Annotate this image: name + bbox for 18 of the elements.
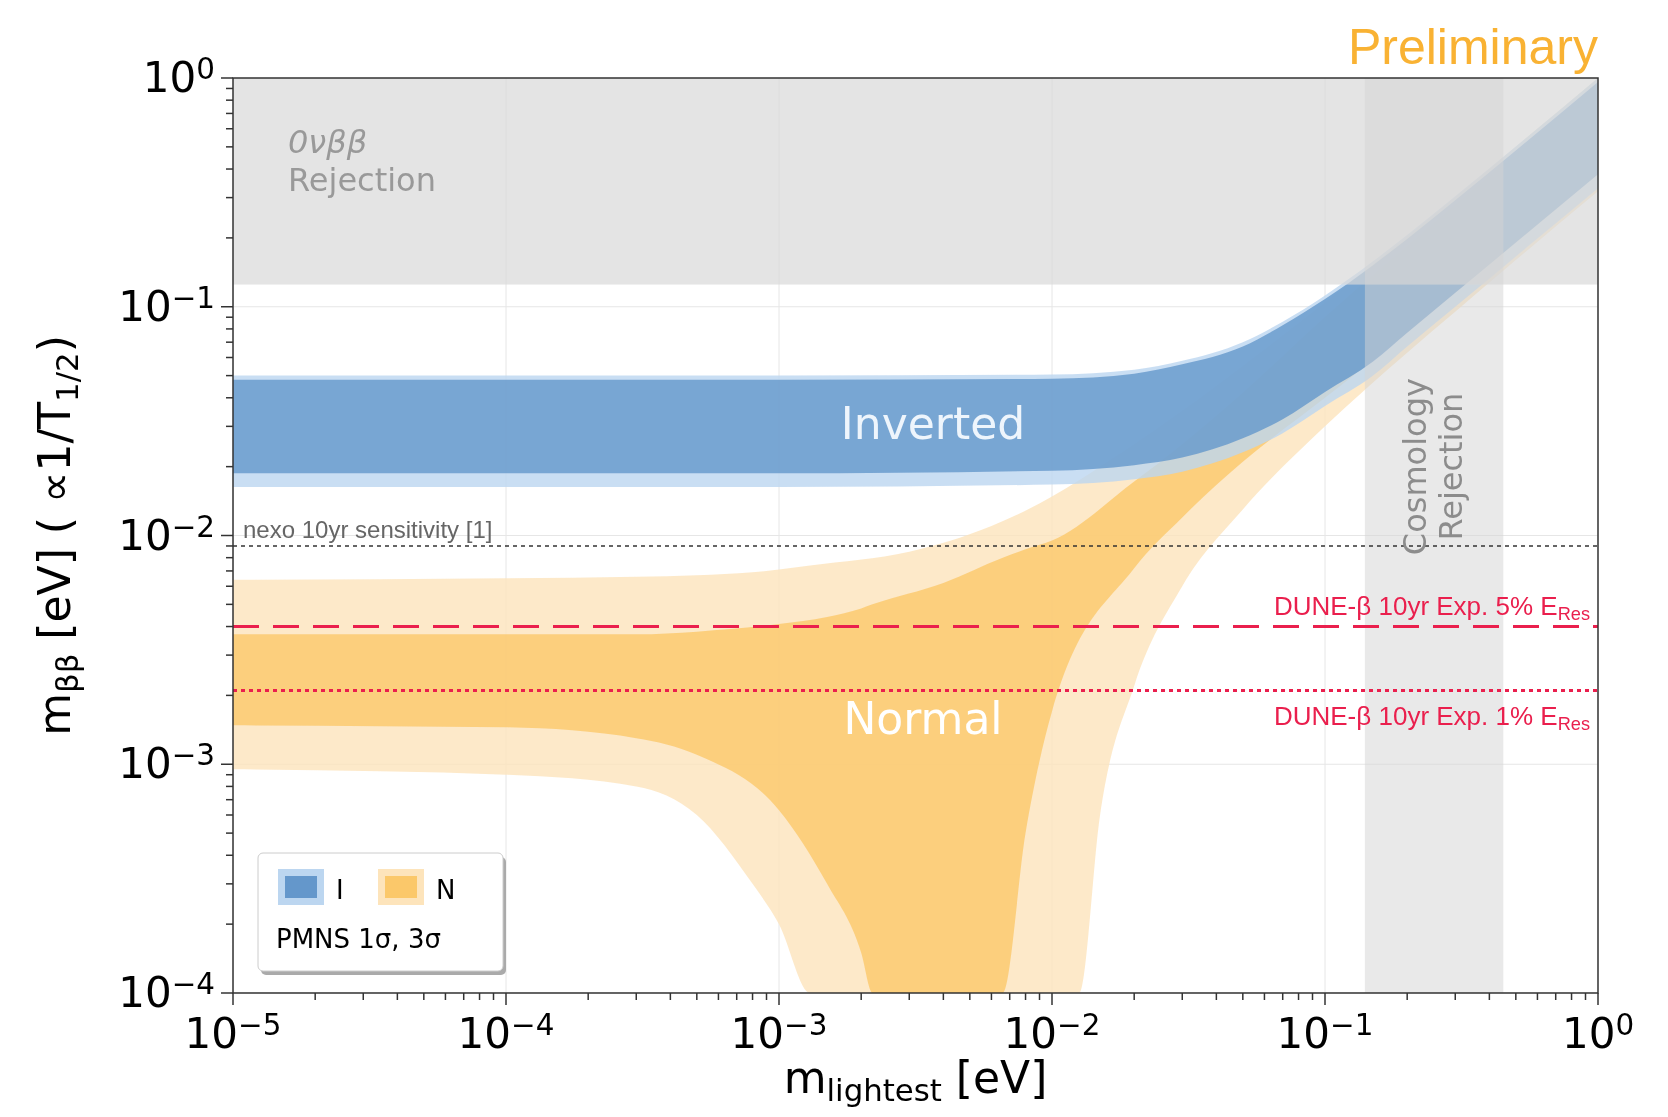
- y-tick-label: 10$^{−1}$: [118, 280, 215, 331]
- legend-title: PMNS 1σ, 3σ: [276, 924, 441, 954]
- x-tick-label: 10$^{0}$: [1561, 1007, 1635, 1058]
- legend-label: N: [436, 875, 456, 905]
- annotation: Inverted: [840, 397, 1026, 449]
- ref-line-label: DUNE-β 10yr Exp. 5% E$_{Res}$: [1273, 590, 1590, 624]
- x-tick-label: 10$^{−4}$: [457, 1007, 555, 1058]
- y-tick-label: 10$^{−3}$: [118, 738, 215, 789]
- band-label: Cosmology Rejection: [1396, 378, 1471, 556]
- text: Preliminary: [1347, 19, 1598, 75]
- legend-label: I: [336, 875, 344, 905]
- annotation: Normal: [843, 693, 1003, 745]
- ref-line-label: DUNE-β 10yr Exp. 1% E$_{Res}$: [1273, 700, 1590, 734]
- band-label: 0νββ Rejection: [288, 123, 436, 199]
- ref-line-label: nexo 10yr sensitivity [1]: [243, 515, 493, 543]
- x-tick-label: 10$^{−1}$: [1276, 1007, 1374, 1058]
- y-tick-label: 10$^{0}$: [142, 51, 215, 102]
- y-tick-label: 10$^{−2}$: [118, 509, 215, 560]
